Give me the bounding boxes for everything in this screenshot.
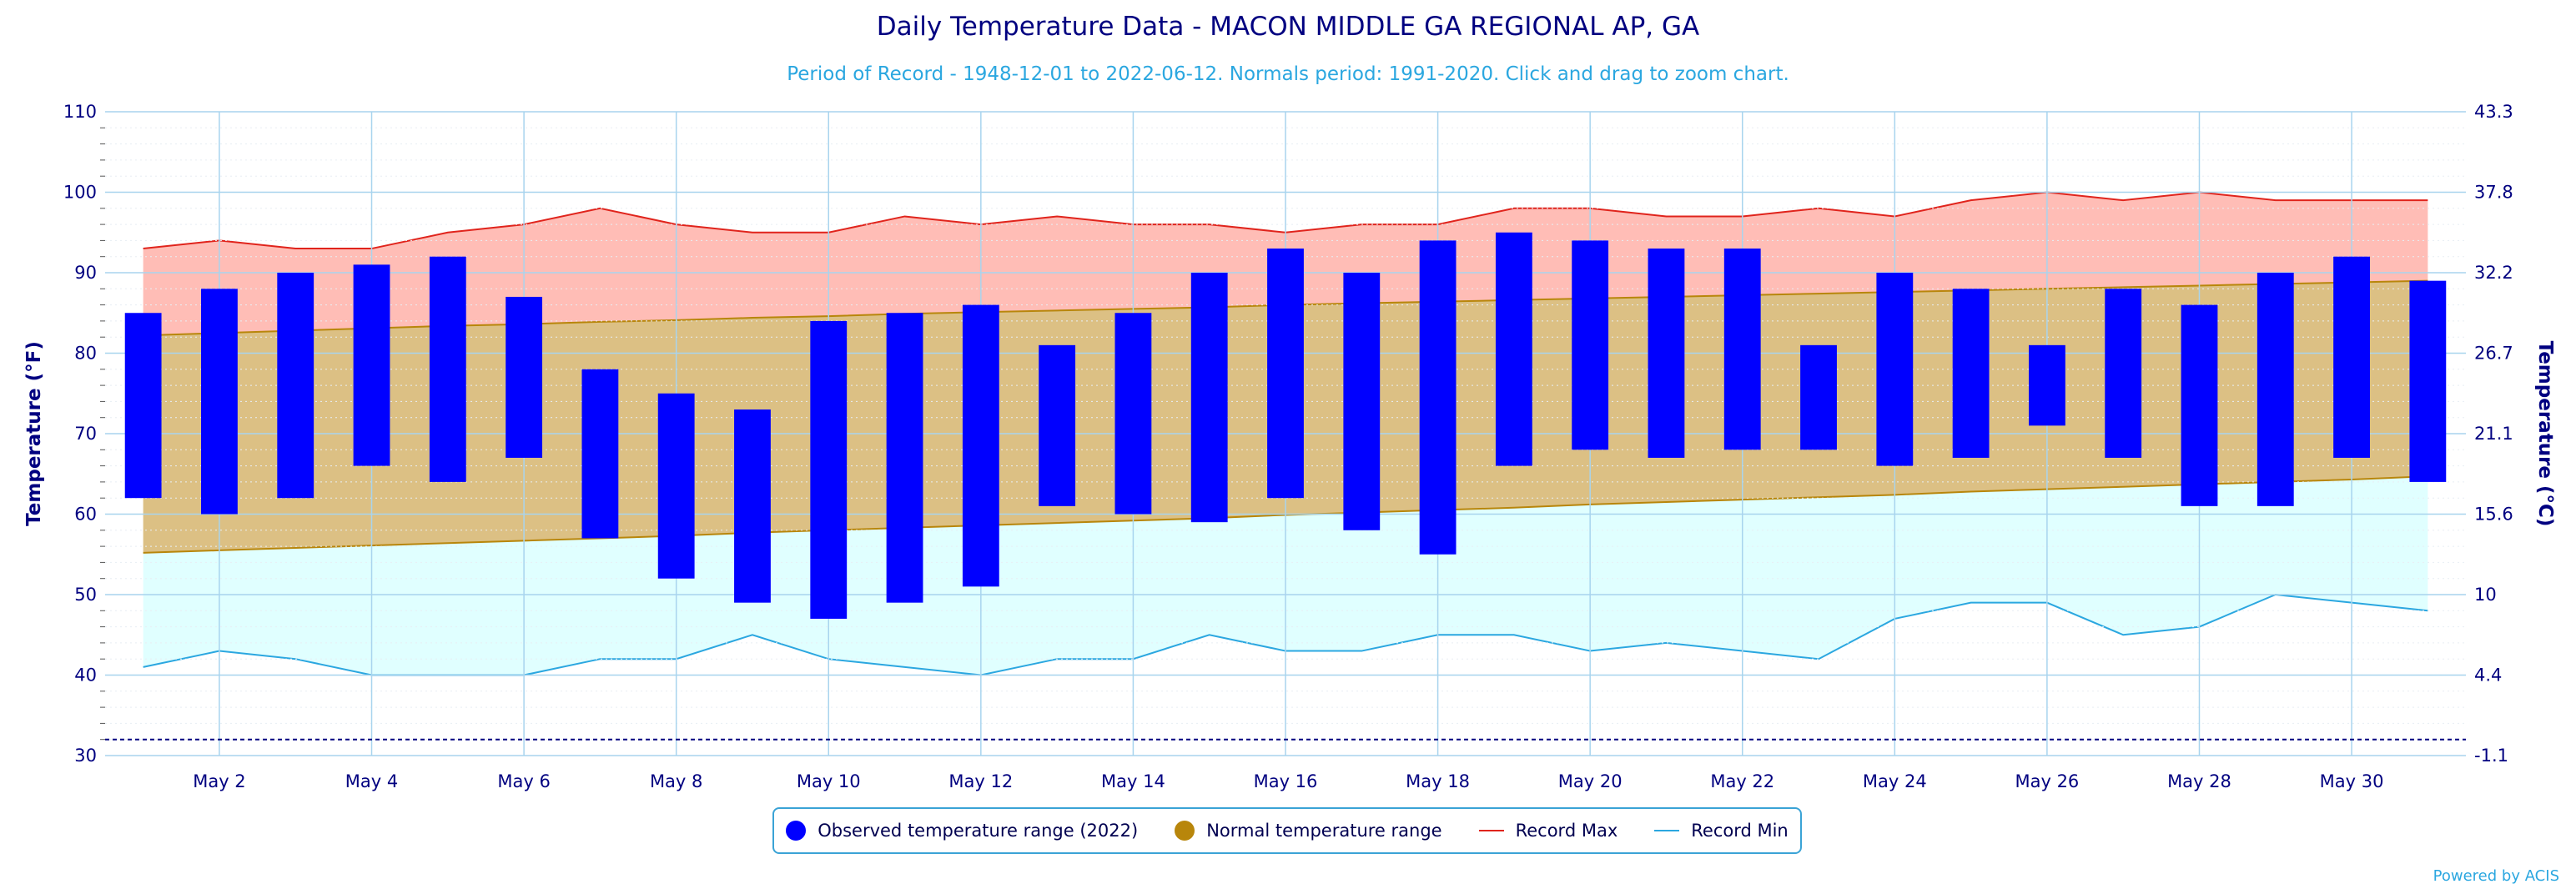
chart-subtitle: Period of Record - 1948-12-01 to 2022-06… <box>787 63 1789 85</box>
observed-bar <box>734 409 771 603</box>
normal-legend-dot-icon <box>1175 821 1195 841</box>
x-tick-label: May 28 <box>2167 771 2231 791</box>
observed-bar <box>1495 232 1532 466</box>
y-tick-label: 90 <box>74 263 97 283</box>
y-tick-label-right: 32.2 <box>2474 263 2513 283</box>
x-tick-label: May 22 <box>1710 771 1774 791</box>
y-tick-label: 50 <box>74 585 97 605</box>
y-tick-label-right: -1.1 <box>2474 746 2508 766</box>
y-axis-label-right: Temperature (°C) <box>2534 341 2556 527</box>
x-tick-label: May 26 <box>2015 771 2079 791</box>
x-tick-label: May 24 <box>1863 771 1927 791</box>
y-tick-label: 30 <box>74 746 97 766</box>
x-tick-label: May 30 <box>2320 771 2384 791</box>
y-tick-label-right: 37.8 <box>2474 183 2513 203</box>
observed-bar <box>886 313 923 603</box>
observed-bar <box>1039 344 1076 506</box>
observed-bar <box>201 289 238 515</box>
x-tick-label: May 16 <box>1254 771 1318 791</box>
observed-bar <box>506 296 543 458</box>
y-tick-label-right: 10 <box>2474 585 2497 605</box>
legend-label-normal: Normal temperature range <box>1206 821 1442 841</box>
y-tick-label-right: 21.1 <box>2474 424 2513 444</box>
observed-bar <box>277 273 314 499</box>
observed-bar <box>581 369 619 539</box>
y-tick-label: 40 <box>74 665 97 686</box>
legend-item-record-max[interactable]: Record Max <box>1478 821 1618 841</box>
x-tick-label: May 20 <box>1558 771 1623 791</box>
observed-bar <box>1876 273 1914 466</box>
observed-bar <box>1419 240 1457 555</box>
observed-bar <box>1648 249 1685 458</box>
record-min-legend-line-icon <box>1654 830 1680 831</box>
observed-legend-dot-icon <box>786 821 807 841</box>
observed-bar <box>810 320 848 619</box>
chart-title: Daily Temperature Data - MACON MIDDLE GA… <box>876 12 1700 42</box>
legend-item-observed[interactable]: Observed temperature range (2022) <box>786 821 1138 841</box>
observed-bars <box>124 232 2447 619</box>
legend-label-record-max: Record Max <box>1515 821 1618 841</box>
observed-bar <box>1800 344 1837 450</box>
axes: 30 40 50 60 70 80 90 100 110 -1.1 4.4 10 15.6 21.1 26.… <box>63 102 2513 791</box>
y-tick-label: 80 <box>74 344 97 364</box>
y-tick-label-right: 43.3 <box>2474 102 2513 122</box>
observed-bar <box>2028 344 2065 426</box>
observed-bar <box>124 313 162 499</box>
x-tick-label: May 10 <box>797 771 861 791</box>
y-tick-label: 100 <box>63 183 97 203</box>
observed-bar <box>2181 304 2218 506</box>
y-tick-label: 110 <box>63 102 97 122</box>
legend-item-normal[interactable]: Normal temperature range <box>1175 821 1442 841</box>
legend-label-observed: Observed temperature range (2022) <box>818 821 1139 841</box>
observed-bar <box>2409 280 2447 482</box>
x-tick-label: May 14 <box>1101 771 1165 791</box>
x-tick-label: May 6 <box>497 771 550 791</box>
observed-bar <box>657 393 695 579</box>
observed-bar <box>962 304 999 587</box>
observed-bar <box>1267 249 1304 499</box>
observed-bar <box>2333 256 2370 458</box>
observed-bar <box>2257 273 2294 506</box>
y-tick-label: 60 <box>74 505 97 525</box>
observed-bar <box>1343 273 1381 530</box>
x-tick-label: May 18 <box>1406 771 1470 791</box>
y-tick-label: 70 <box>74 424 97 444</box>
y-tick-label-right: 4.4 <box>2474 665 2502 686</box>
powered-by-credit[interactable]: Powered by ACIS <box>2433 867 2559 885</box>
x-tick-label: May 8 <box>650 771 702 791</box>
legend-label-record-min: Record Min <box>1691 821 1789 841</box>
observed-bar <box>1114 313 1152 515</box>
observed-bar <box>353 264 390 466</box>
x-tick-label: May 12 <box>948 771 1013 791</box>
legend-item-record-min[interactable]: Record Min <box>1654 821 1789 841</box>
observed-bar <box>1952 289 1990 458</box>
observed-bar <box>1723 249 1761 450</box>
chart-legend: Observed temperature range (2022) Normal… <box>772 807 1802 854</box>
y-tick-label-right: 15.6 <box>2474 505 2513 525</box>
grid-lines <box>100 111 2466 756</box>
y-tick-label-right: 26.7 <box>2474 344 2513 364</box>
y-axis-label-left: Temperature (°F) <box>23 341 45 526</box>
record-max-legend-line-icon <box>1478 830 1504 831</box>
x-tick-label: May 4 <box>345 771 398 791</box>
observed-bar <box>2105 289 2142 458</box>
observed-bar <box>1572 240 1609 450</box>
observed-bar <box>429 256 466 482</box>
x-tick-label: May 2 <box>193 771 245 791</box>
observed-bar <box>1190 273 1228 523</box>
